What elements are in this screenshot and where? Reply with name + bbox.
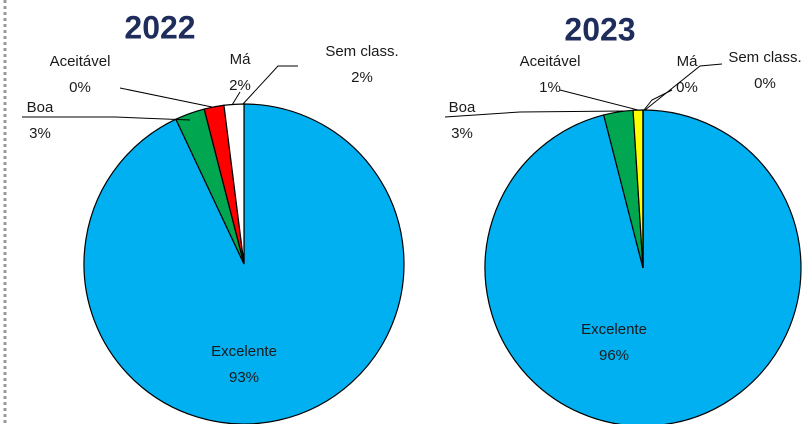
leader-line [242,65,298,105]
leader-line [444,110,626,118]
value-label: 2% [229,77,251,94]
leader-line [119,87,213,108]
slice-label: Excelente [211,343,277,360]
value-label: 1% [539,79,561,96]
slice-label: Má [230,51,251,68]
slice-label: Má [677,53,698,70]
slice-label: Aceitável [50,53,111,70]
chart-title: 2023 [564,11,635,47]
value-label: 0% [676,79,698,96]
slice-label: Excelente [581,321,647,338]
value-label: 3% [29,125,51,142]
slice-label: Boa [449,99,476,116]
value-label: 2% [351,69,373,86]
slice-label: Boa [27,99,54,116]
value-label: 3% [451,125,473,142]
slice-label: Aceitável [520,53,581,70]
leader-line [22,116,191,121]
pie-slice [223,103,245,265]
slice-label: Sem class. [325,43,398,60]
leader-line [559,89,639,111]
chart-title: 2022 [124,9,195,45]
value-label: 93% [229,369,259,386]
value-label: 0% [69,79,91,96]
value-label: 96% [599,347,629,364]
slice-label: Sem class. [728,49,801,66]
pie-slice [484,109,802,424]
leader-line [231,91,241,106]
value-label: 0% [754,75,776,92]
leader-line [644,63,723,111]
